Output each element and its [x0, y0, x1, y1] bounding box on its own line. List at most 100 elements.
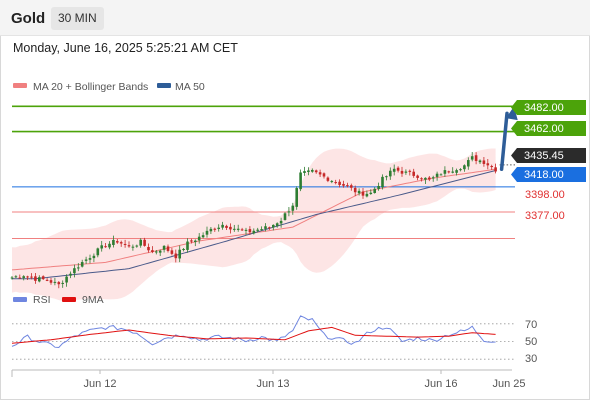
candle-body [26, 276, 29, 278]
tag-piv-pointer [511, 167, 517, 182]
candle-body [182, 248, 185, 250]
current-price-tag [517, 148, 586, 163]
candle-body [260, 229, 263, 231]
candle-body [96, 248, 100, 256]
candle-body [80, 262, 84, 267]
candle-body [431, 177, 435, 179]
candle-body [474, 155, 478, 161]
candle-body [400, 170, 404, 174]
bollinger-band [12, 148, 496, 301]
candle-body [435, 173, 439, 177]
candle-body [131, 246, 135, 248]
candle-body [100, 245, 103, 249]
resistance-1-value: 3462.00 [524, 123, 564, 135]
candle-body [392, 168, 396, 172]
candle-body [104, 246, 107, 248]
candle-body [22, 276, 25, 278]
candle-body [248, 229, 252, 233]
candle-body [127, 245, 131, 247]
candle-body [342, 183, 345, 186]
candle-body [38, 277, 41, 282]
rsi-line [11, 315, 496, 349]
asset-title: Gold [11, 10, 46, 27]
candle-body [240, 229, 244, 231]
tag-r1-pointer [511, 121, 517, 136]
candle-body [92, 255, 96, 259]
candle-body [463, 165, 466, 170]
x-tick-jun25: Jun 25 [492, 378, 525, 390]
candle-body [77, 267, 80, 269]
candle-body [338, 181, 341, 185]
candle-body [10, 277, 14, 279]
candle-body [389, 170, 392, 177]
candle-body [236, 228, 240, 230]
current-price-value: 3435.45 [524, 150, 564, 162]
candle-body [41, 276, 45, 280]
candle-body [291, 205, 295, 211]
candle-body [272, 224, 275, 228]
candle-body [443, 170, 447, 174]
candle-body [357, 190, 361, 194]
candle-body [369, 192, 373, 194]
candle-body [174, 253, 178, 259]
candle-body [135, 245, 139, 247]
candle-body [252, 230, 256, 234]
legend-ma20-swatch [13, 83, 27, 88]
candle-body [233, 228, 236, 230]
resistance-2-value: 3482.00 [524, 102, 564, 114]
candle-body [34, 276, 37, 281]
candle-body [385, 176, 388, 178]
tag-r2-pointer [511, 100, 517, 115]
candle-body [361, 191, 365, 196]
candle-body [494, 167, 497, 172]
candle-body [330, 181, 334, 183]
candle-body [139, 239, 142, 246]
candle-body [53, 281, 57, 283]
candle-body [116, 241, 119, 243]
candle-body [275, 223, 279, 226]
candle-body [314, 170, 318, 173]
resistance-2-tag [517, 100, 586, 115]
candle-body [447, 171, 451, 173]
candle-body [186, 241, 189, 250]
candle-body [486, 163, 490, 166]
candle-body [108, 243, 111, 248]
candle-body [373, 188, 376, 193]
candle-body [455, 170, 458, 173]
candle-body [162, 245, 166, 250]
candle-body [416, 175, 419, 178]
main-plot [10, 100, 518, 301]
candle-body [88, 258, 92, 260]
tag-cur-pointer [511, 148, 517, 163]
candle-body [123, 243, 127, 245]
candle-body [353, 187, 357, 193]
candle-body [490, 166, 493, 168]
candle-body [268, 227, 271, 229]
candle-body [217, 227, 220, 229]
timeframe-tab[interactable]: 30 MIN [51, 7, 104, 30]
x-tick-jun12: Jun 12 [83, 378, 116, 390]
candle-body [143, 239, 146, 246]
candle-body [194, 240, 197, 242]
candle-body [318, 172, 322, 175]
candle-body [459, 169, 462, 171]
candle-body [439, 174, 443, 176]
candle-body [178, 249, 181, 259]
candle-body [155, 251, 158, 253]
candle-body [49, 280, 53, 283]
candle-body [65, 276, 68, 283]
candle-body [73, 268, 76, 274]
candle-body [346, 185, 349, 187]
candle-body [396, 167, 400, 171]
candle-body [166, 246, 170, 251]
legend-9ma-label: 9MA [82, 294, 104, 306]
candle-body [303, 171, 306, 173]
candle-body [424, 177, 427, 180]
candle-body [404, 171, 408, 173]
candle-body [326, 177, 330, 181]
legend-ma20-label: MA 20 + Bollinger Bands [33, 81, 148, 93]
candle-body [482, 160, 486, 164]
candle-body [158, 250, 162, 253]
candle-body [295, 188, 298, 207]
legend-9ma-swatch [62, 297, 76, 302]
